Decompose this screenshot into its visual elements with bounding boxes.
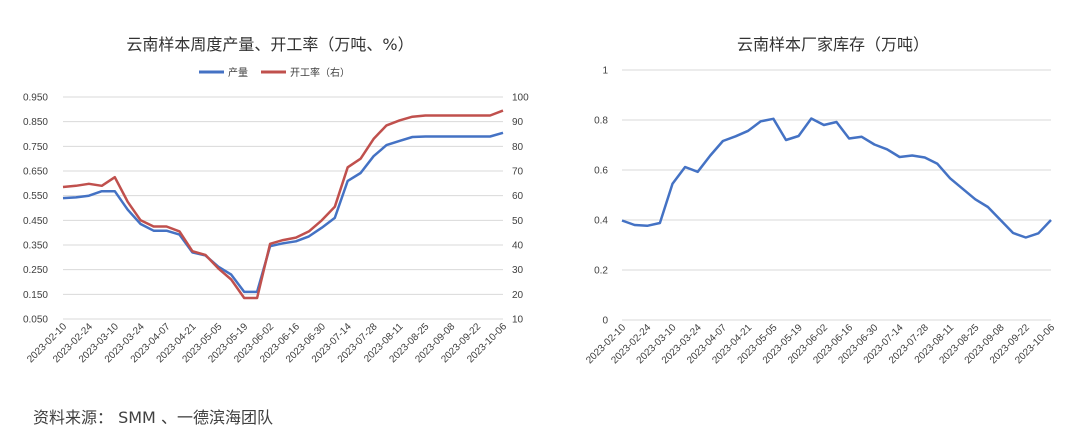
y-left-tick-label: 0.550 [23, 191, 48, 202]
chart1-series [62, 109, 504, 300]
y-tick-label: 0.6 [594, 166, 608, 177]
y-left-tick-label: 0.950 [23, 93, 48, 104]
y-left-tick-label: 0.850 [23, 117, 48, 128]
chart2-y-axis-ticks: 1 0.8 0.6 0.4 0.2 0 [594, 66, 608, 327]
chart2-series [621, 117, 1052, 239]
chart2-x-axis-ticks: 2023-02-102023-02-242023-03-102023-03-24… [584, 322, 1057, 366]
y-right-tick-label: 60 [512, 191, 524, 202]
y-tick-label: 0.2 [594, 266, 608, 277]
chart1-legend: 产量 开工率（右） [199, 66, 350, 79]
y-right-tick-label: 40 [512, 241, 524, 252]
y-right-tick-label: 80 [512, 142, 524, 153]
y-left-tick-label: 0.350 [23, 241, 48, 252]
y-right-tick-label: 10 [512, 315, 524, 326]
y-left-tick-label: 0.450 [23, 216, 48, 227]
y-tick-label: 0.8 [594, 116, 608, 127]
chart1-left-axis-ticks: 0.950 0.850 0.750 0.650 0.550 0.450 0.350 0.250… [23, 93, 48, 326]
y-right-tick-label: 70 [512, 167, 524, 178]
y-tick-label: 0.4 [594, 216, 608, 227]
chart1-title: 云南样本周度产量、开工率（万吨、%） [126, 35, 413, 54]
chart2-title: 云南样本厂家库存（万吨） [737, 35, 929, 54]
inventory-chart: 云南样本厂家库存（万吨） 1 0.8 0.6 0.4 0.2 0 2023-02-1020… [584, 35, 1057, 366]
legend-production-label: 产量 [228, 66, 248, 79]
y-tick-label: 1 [602, 66, 608, 77]
y-left-tick-label: 0.750 [23, 142, 48, 153]
series-utilization-line [62, 109, 504, 300]
y-right-tick-label: 50 [512, 216, 524, 227]
charts-canvas: 云南样本周度产量、开工率（万吨、%） 产量 开工率（右） 0.9500.8500… [23, 35, 1057, 366]
chart2-gridlines [622, 69, 1051, 321]
y-right-tick-label: 30 [512, 265, 524, 276]
y-left-tick-label: 0.250 [23, 265, 48, 276]
series-inventory-line [621, 117, 1052, 239]
chart1-gridlines [63, 96, 503, 320]
y-right-tick-label: 20 [512, 290, 524, 301]
y-left-tick-label: 0.150 [23, 290, 48, 301]
y-left-tick-label: 0.050 [23, 315, 48, 326]
production-utilization-chart: 云南样本周度产量、开工率（万吨、%） 产量 开工率（右） 0.9500.8500… [23, 35, 529, 365]
chart1-right-axis-ticks: 100 90 80 70 60 50 40 30 20 10 [512, 93, 529, 326]
y-left-tick-label: 0.650 [23, 167, 48, 178]
series-production-line [62, 131, 504, 294]
chart1-x-axis-ticks: 2023-02-102023-02-242023-03-102023-03-24… [25, 321, 509, 365]
y-right-tick-label: 100 [512, 93, 529, 104]
source-note: 资料来源： SMM 、一德滨海团队 [33, 408, 273, 427]
y-tick-label: 0 [602, 316, 608, 327]
legend-utilization-label: 开工率（右） [290, 66, 350, 79]
y-right-tick-label: 90 [512, 117, 524, 128]
